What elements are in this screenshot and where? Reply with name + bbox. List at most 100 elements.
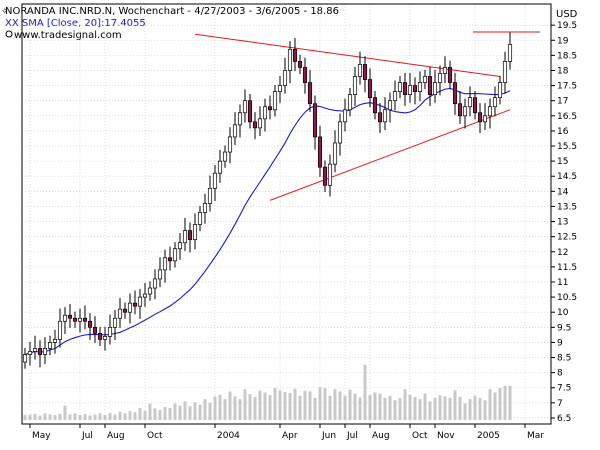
candle	[407, 72, 413, 103]
candle	[387, 92, 393, 123]
candle	[447, 60, 453, 90]
candle-body	[262, 106, 268, 120]
candle	[242, 89, 248, 123]
y-tick-label: 19.5	[557, 21, 577, 31]
candle-body	[487, 106, 493, 117]
volume-bar	[323, 388, 327, 420]
candle	[332, 130, 338, 173]
volume-bar	[158, 410, 162, 420]
candle-body	[167, 257, 173, 262]
candle	[62, 307, 68, 334]
volume-bar	[248, 394, 252, 420]
candle-body	[182, 230, 188, 244]
volume-bar	[318, 387, 322, 420]
volume-bars	[23, 365, 512, 420]
volume-bar	[393, 400, 397, 420]
candle	[402, 72, 408, 106]
volume-bar	[253, 396, 257, 420]
candle	[117, 298, 123, 328]
candle-body	[432, 82, 438, 95]
volume-bar	[23, 415, 27, 420]
candle-body	[407, 85, 413, 95]
candle-body	[77, 317, 83, 322]
candle	[22, 347, 28, 369]
candle	[502, 51, 508, 94]
volume-bar	[208, 402, 212, 420]
candle	[372, 91, 378, 120]
candle	[172, 242, 178, 268]
candle	[247, 94, 253, 129]
volume-bar	[48, 414, 52, 420]
candle-body	[162, 257, 168, 271]
volume-bar	[388, 395, 392, 420]
candle-body	[457, 103, 463, 117]
candle	[197, 205, 203, 232]
candle	[442, 56, 448, 84]
y-tick-label: 10.5	[557, 293, 577, 303]
candle-body	[122, 308, 128, 313]
candle	[222, 145, 228, 168]
volume-bar	[443, 396, 447, 420]
volume-bar	[483, 400, 487, 420]
candle	[72, 311, 78, 328]
candle-body	[232, 124, 238, 138]
candle-body	[452, 82, 458, 105]
candle	[32, 335, 38, 360]
candle-body	[97, 333, 103, 340]
candle	[412, 77, 418, 105]
volume-bar	[53, 415, 57, 420]
volume-bar	[438, 395, 442, 420]
volume-bar	[353, 393, 357, 420]
candle	[357, 51, 363, 85]
candle-body	[277, 85, 283, 92]
candle-body	[247, 100, 253, 123]
candle	[57, 308, 63, 348]
candle-body	[267, 106, 273, 111]
candle-body	[237, 112, 243, 126]
y-tick-label: 14.5	[557, 172, 577, 182]
candle-body	[282, 70, 288, 86]
candle-body	[157, 269, 163, 280]
volume-bar	[313, 398, 317, 420]
candle-body	[292, 48, 298, 62]
volume-bar	[78, 415, 82, 420]
x-tick-label: Oct	[412, 431, 428, 441]
volume-bar	[203, 399, 207, 420]
candle-body	[227, 136, 233, 153]
candle-body	[492, 97, 498, 108]
candle	[417, 71, 423, 102]
volume-bar	[228, 391, 232, 420]
candle	[207, 175, 213, 212]
volume-bar	[138, 407, 142, 420]
candle-body	[377, 112, 383, 123]
volume-bar	[478, 398, 482, 420]
volume-bar	[198, 404, 202, 420]
volume-bar	[433, 398, 437, 420]
candle-body	[197, 212, 203, 225]
candle	[302, 57, 308, 94]
candle-body	[152, 278, 158, 289]
chart-title: NORANDA INC.NRD.N, Wochenchart - 4/27/20…	[5, 6, 339, 17]
volume-bar	[33, 413, 37, 420]
volume-bar	[263, 392, 267, 420]
volume-bar	[398, 398, 402, 420]
candle-body	[187, 230, 193, 241]
volume-bar	[128, 411, 132, 420]
candle	[297, 54, 303, 75]
candle-body	[342, 109, 348, 123]
candle	[177, 233, 183, 260]
candle	[327, 154, 333, 197]
volume-bar	[468, 399, 472, 420]
volume-bar	[233, 396, 237, 420]
candle-body	[57, 320, 63, 340]
volume-bar	[298, 395, 302, 420]
y-tick-label: 17.5	[557, 82, 577, 92]
y-tick-label: 14	[557, 187, 569, 197]
x-tick-label: Nov	[437, 431, 455, 441]
y-tick-label: 12	[557, 248, 568, 258]
volume-bar	[488, 389, 492, 420]
candle	[37, 340, 43, 368]
volume-bar	[188, 406, 192, 420]
candle-body	[62, 314, 68, 322]
